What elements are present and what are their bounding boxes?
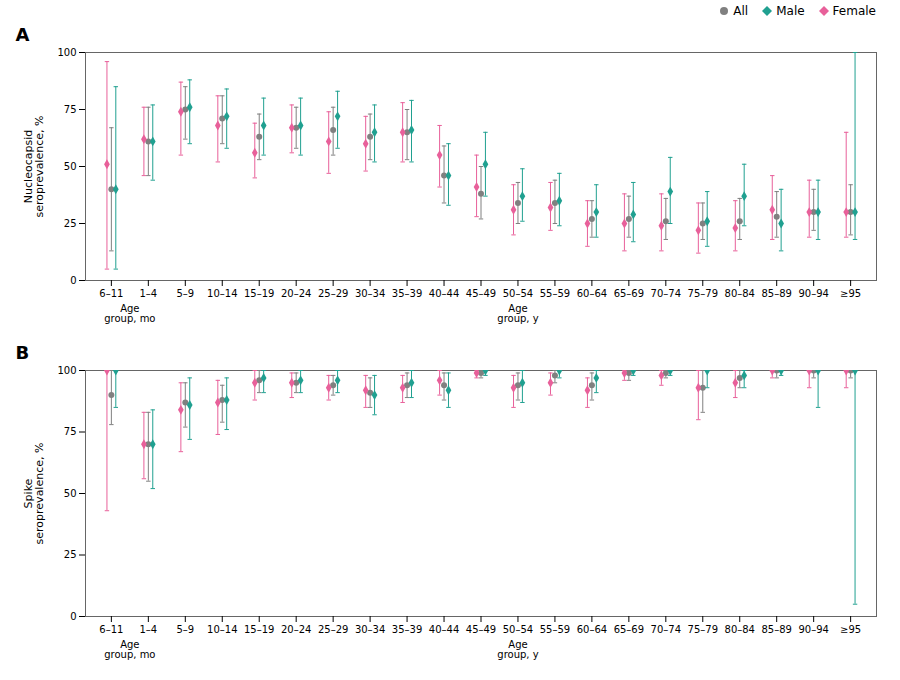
svg-text:90–94: 90–94 bbox=[798, 288, 828, 299]
svg-text:6–11: 6–11 bbox=[99, 288, 123, 299]
svg-text:Agegroup, y: Agegroup, y bbox=[497, 639, 538, 660]
svg-text:10–14: 10–14 bbox=[207, 288, 237, 299]
svg-text:75–79: 75–79 bbox=[688, 288, 718, 299]
svg-text:50: 50 bbox=[64, 488, 77, 499]
svg-text:Agegroup, mo: Agegroup, mo bbox=[104, 303, 155, 324]
svg-text:50–54: 50–54 bbox=[503, 624, 533, 635]
svg-text:25–29: 25–29 bbox=[318, 288, 348, 299]
svg-text:5–9: 5–9 bbox=[176, 624, 194, 635]
svg-text:15–19: 15–19 bbox=[244, 624, 274, 635]
svg-text:100: 100 bbox=[57, 47, 76, 58]
svg-text:85–89: 85–89 bbox=[761, 288, 791, 299]
svg-text:0: 0 bbox=[70, 275, 76, 286]
svg-text:60–64: 60–64 bbox=[577, 624, 607, 635]
svg-text:Agegroup, y: Agegroup, y bbox=[497, 303, 538, 324]
svg-text:A: A bbox=[16, 24, 30, 45]
svg-text:75–79: 75–79 bbox=[688, 624, 718, 635]
svg-text:20–24: 20–24 bbox=[281, 288, 311, 299]
html-text:All: All bbox=[733, 4, 749, 18]
html-text:Male: Male bbox=[776, 4, 805, 18]
svg-text:B: B bbox=[16, 342, 30, 363]
svg-text:≥95: ≥95 bbox=[840, 624, 861, 635]
svg-text:40–44: 40–44 bbox=[429, 624, 459, 635]
svg-text:5–9: 5–9 bbox=[176, 288, 194, 299]
svg-text:25: 25 bbox=[64, 549, 77, 560]
svg-text:40–44: 40–44 bbox=[429, 288, 459, 299]
svg-text:6–11: 6–11 bbox=[99, 624, 123, 635]
svg-text:30–34: 30–34 bbox=[355, 288, 385, 299]
svg-text:75: 75 bbox=[64, 104, 77, 115]
svg-text:Agegroup, mo: Agegroup, mo bbox=[104, 639, 155, 660]
svg-text:Nucleocapsidseroprevalence, %: Nucleocapsidseroprevalence, % bbox=[22, 116, 46, 218]
svg-text:80–84: 80–84 bbox=[725, 624, 755, 635]
svg-text:70–74: 70–74 bbox=[651, 288, 681, 299]
svg-text:10–14: 10–14 bbox=[207, 624, 237, 635]
svg-text:55–59: 55–59 bbox=[540, 288, 570, 299]
html-text:Female: Female bbox=[832, 4, 876, 18]
svg-text:30–34: 30–34 bbox=[355, 624, 385, 635]
svg-text:50: 50 bbox=[64, 161, 77, 172]
svg-text:1–4: 1–4 bbox=[139, 288, 157, 299]
svg-text:55–59: 55–59 bbox=[540, 624, 570, 635]
svg-text:35–39: 35–39 bbox=[392, 288, 422, 299]
svg-text:60–64: 60–64 bbox=[577, 288, 607, 299]
svg-text:100: 100 bbox=[57, 365, 76, 376]
svg-text:35–39: 35–39 bbox=[392, 624, 422, 635]
svg-text:25–29: 25–29 bbox=[318, 624, 348, 635]
svg-text:Spikeseroprevalence, %: Spikeseroprevalence, % bbox=[22, 443, 46, 545]
svg-text:15–19: 15–19 bbox=[244, 288, 274, 299]
svg-text:80–84: 80–84 bbox=[725, 288, 755, 299]
svg-text:65–69: 65–69 bbox=[614, 288, 644, 299]
svg-text:25: 25 bbox=[64, 218, 77, 229]
svg-text:75: 75 bbox=[64, 426, 77, 437]
svg-text:20–24: 20–24 bbox=[281, 624, 311, 635]
svg-text:70–74: 70–74 bbox=[651, 624, 681, 635]
svg-text:0: 0 bbox=[70, 611, 76, 622]
svg-text:50–54: 50–54 bbox=[503, 288, 533, 299]
svg-text:45–49: 45–49 bbox=[466, 288, 496, 299]
svg-text:85–89: 85–89 bbox=[761, 624, 791, 635]
svg-text:45–49: 45–49 bbox=[466, 624, 496, 635]
svg-text:90–94: 90–94 bbox=[798, 624, 828, 635]
svg-text:1–4: 1–4 bbox=[139, 624, 157, 635]
svg-text:65–69: 65–69 bbox=[614, 624, 644, 635]
svg-text:≥95: ≥95 bbox=[840, 288, 861, 299]
